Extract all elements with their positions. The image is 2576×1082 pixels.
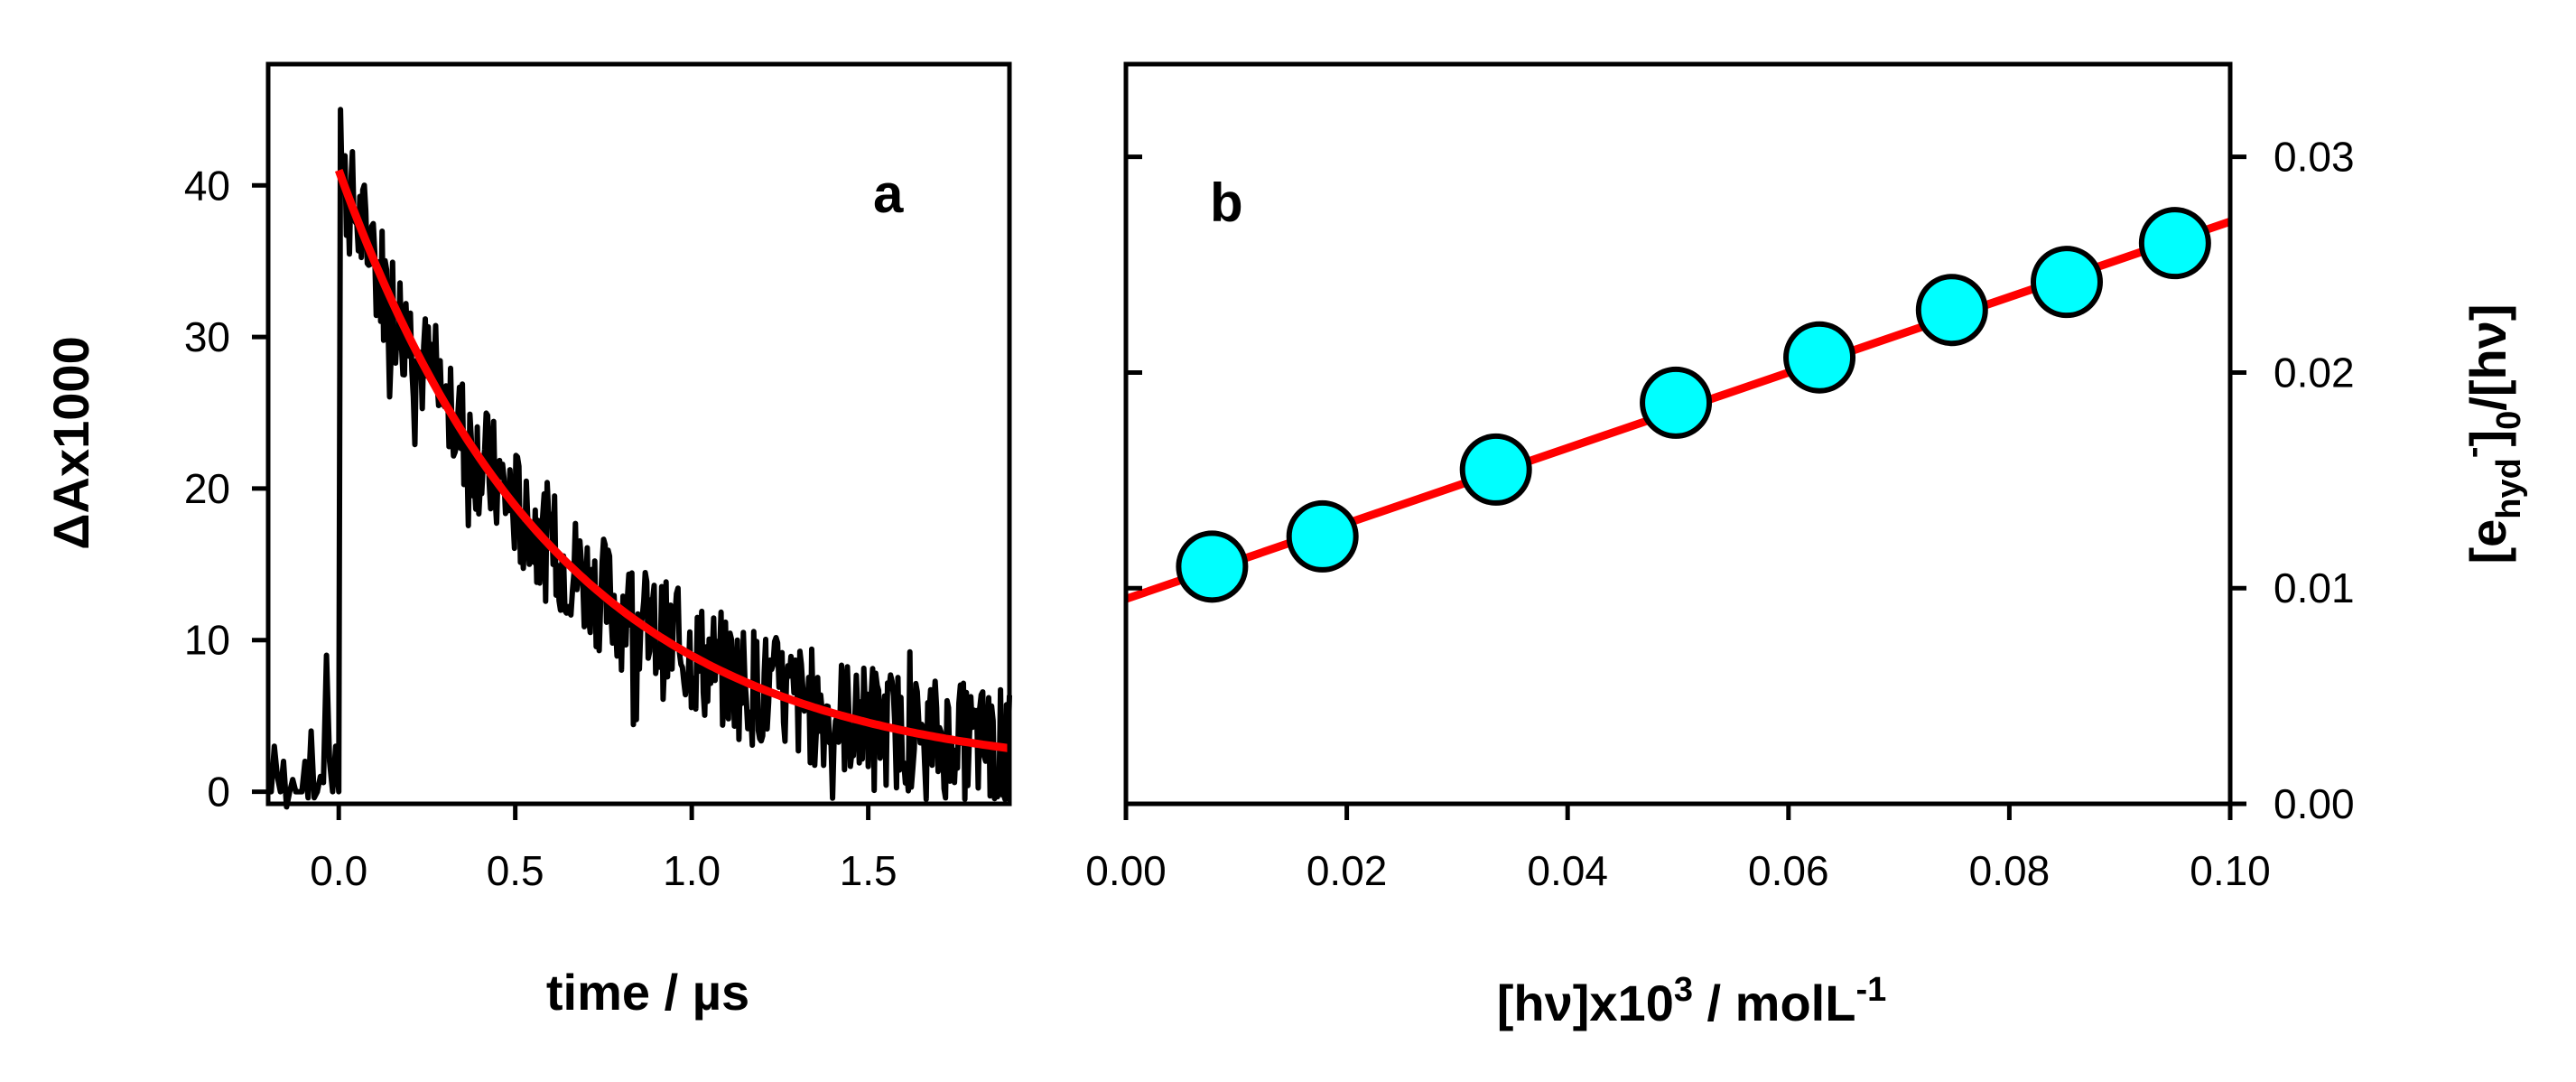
panel-b-xlabel-sup2: -1 bbox=[1855, 971, 1886, 1009]
panel-a-y-tick-label: 30 bbox=[184, 313, 230, 360]
panel-b-ylabel-tail: /[hν] bbox=[2460, 303, 2516, 410]
panel-b-y-tick-label: 0.00 bbox=[2274, 780, 2355, 827]
panel-a-y-tick-label: 20 bbox=[184, 465, 230, 512]
panel-a-data-trace bbox=[268, 107, 1012, 810]
panel-b-x-axis-label: [hν]x103 / molL-1 bbox=[1497, 971, 1886, 1031]
panel-b-y-tick-label: 0.01 bbox=[2274, 564, 2355, 611]
panel-b-label: b bbox=[1210, 173, 1243, 233]
panel-b-x-tick-label: 0.08 bbox=[1969, 847, 2051, 894]
panel-b-ylabel-open: [e bbox=[2460, 519, 2516, 564]
panel-b-x-tick-label: 0.00 bbox=[1085, 847, 1167, 894]
panel-a-x-tick-label: 0.0 bbox=[310, 847, 367, 894]
panel-a-x-tick-label: 1.0 bbox=[663, 847, 721, 894]
panel-b-data-point bbox=[1459, 433, 1532, 506]
panel-b-data-point bbox=[1915, 274, 1988, 347]
panel-b-y-tick-label: 0.03 bbox=[2274, 134, 2355, 181]
panel-a-y-tick-label: 40 bbox=[184, 162, 230, 209]
panel-a-y-tick-label: 10 bbox=[184, 617, 230, 664]
panel-b-xlabel-sup: 3 bbox=[1674, 971, 1693, 1009]
panel-b-data-point bbox=[2030, 246, 2103, 319]
panel-b-frame bbox=[1123, 61, 2233, 807]
panel-b-y-tick-label: 0.02 bbox=[2274, 349, 2355, 396]
panel-b-y-axis-label: [ehyd-]0/[hν] bbox=[2454, 303, 2528, 564]
panel-b-xlabel-main: [hν]x10 bbox=[1497, 975, 1674, 1031]
panel-a-x-axis-label: time / µs bbox=[546, 964, 749, 1021]
panel-b-data-point bbox=[1783, 321, 1856, 394]
panel-a-y-axis-label: ΔAx1000 bbox=[42, 336, 99, 549]
panel-b-x-tick-label: 0.04 bbox=[1527, 847, 1608, 894]
panel-b-x-tick-label: 0.02 bbox=[1307, 847, 1388, 894]
panel-a-chart: 0.0 0.5 1.0 1.5 0 10 20 30 40 a time / µs ΔAx100… bbox=[42, 61, 1012, 1021]
panel-a-label: a bbox=[873, 163, 904, 224]
panel-a-x-tick-label: 1.5 bbox=[840, 847, 897, 894]
panel-b-data-point bbox=[1176, 530, 1249, 603]
panel-a-frame bbox=[265, 61, 1012, 807]
panel-b-ylabel-sup1: - bbox=[2454, 447, 2492, 459]
panel-b-ylabel-close: ] bbox=[2460, 430, 2516, 447]
panel-a-x-tick-label: 0.5 bbox=[487, 847, 544, 894]
panel-b-data-point bbox=[2138, 207, 2211, 280]
panel-b-ylabel-sub1: hyd bbox=[2490, 458, 2528, 519]
panel-b-data-point bbox=[1640, 366, 1713, 439]
panel-b-x-tick-label: 0.10 bbox=[2190, 847, 2271, 894]
panel-a-y-tick-label: 0 bbox=[207, 769, 230, 816]
panel-b-x-tick-label: 0.06 bbox=[1748, 847, 1829, 894]
panel-b-data-point bbox=[1286, 499, 1359, 573]
panel-a-fit-curve bbox=[334, 168, 1010, 752]
panel-b-chart: 0.00 0.02 0.04 0.06 0.08 0.100.000.010.020.03… bbox=[1085, 61, 2528, 1031]
panel-b-ylabel-sub2: 0 bbox=[2490, 411, 2528, 430]
panel-b-xlabel-mid: / molL bbox=[1693, 975, 1855, 1031]
